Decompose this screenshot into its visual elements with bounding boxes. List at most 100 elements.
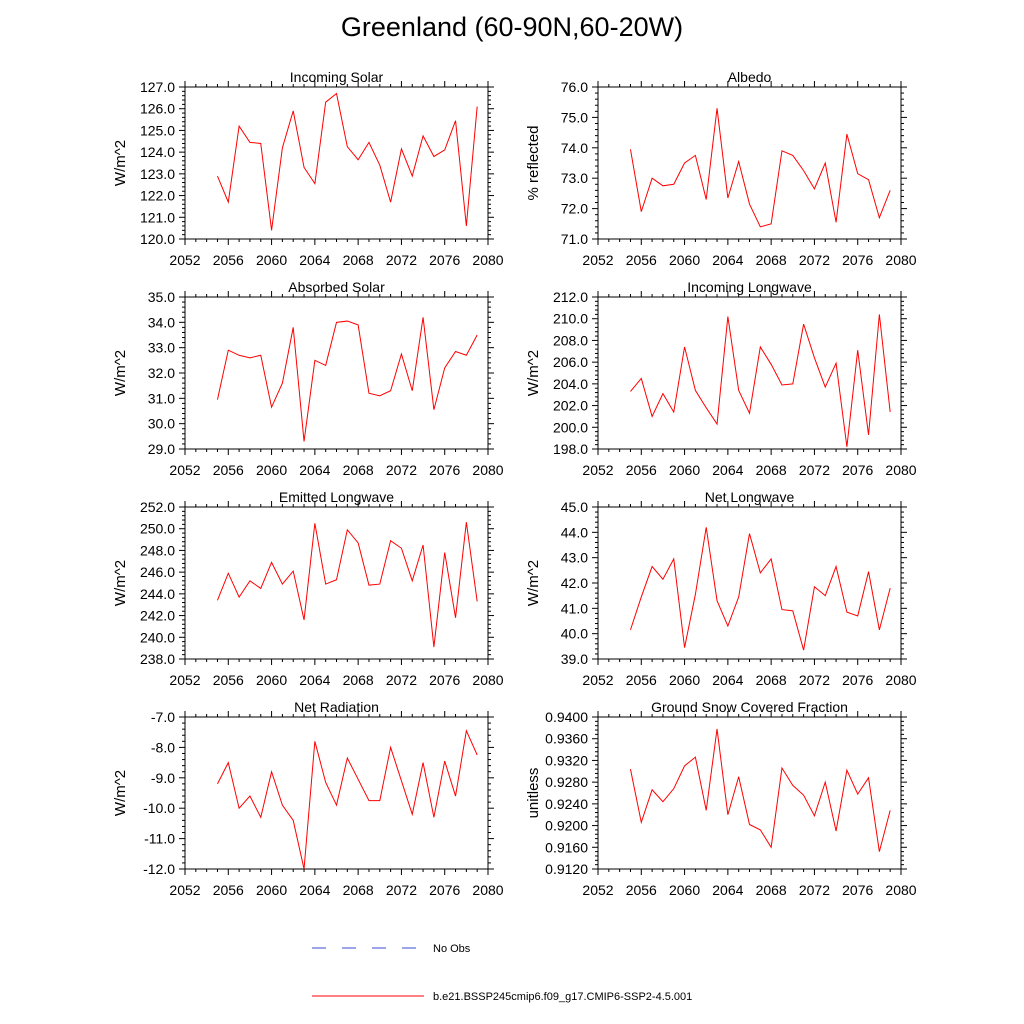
panel-title: Albedo [728, 69, 772, 85]
series-line [217, 728, 478, 870]
x-tick-label: 2056 [626, 462, 657, 478]
y-tick-label: 210.0 [553, 311, 588, 327]
y-tick-label: 40.0 [561, 626, 588, 642]
y-tick-label: 126.0 [140, 101, 175, 117]
y-tick-label: 124.0 [140, 144, 175, 160]
x-tick-label: 2072 [386, 252, 417, 268]
series-line [629, 527, 891, 651]
y-tick-label: 73.0 [561, 170, 588, 186]
x-tick-label: 2080 [472, 462, 503, 478]
y-tick-label: 0.9280 [545, 774, 588, 790]
y-tick-label: 0.9360 [545, 731, 588, 747]
plot-frame [597, 716, 902, 870]
y-tick-label: 246.0 [140, 564, 175, 580]
y-tick-label: -9.0 [151, 770, 175, 786]
y-tick-label: 240.0 [140, 629, 175, 645]
y-tick-label: 122.0 [140, 188, 175, 204]
y-tick-label: 238.0 [140, 651, 175, 667]
panel-title: Ground Snow Covered Fraction [651, 699, 848, 715]
series-line [629, 108, 891, 228]
x-tick-label: 2056 [213, 672, 244, 688]
x-tick-label: 2068 [343, 252, 374, 268]
x-tick-label: 2060 [669, 672, 700, 688]
y-tick-label: 208.0 [553, 332, 588, 348]
y-tick-label: 35.0 [148, 289, 175, 305]
panel-title: Incoming Longwave [687, 279, 812, 295]
y-tick-label: 0.9200 [545, 818, 588, 834]
y-tick-label: 45.0 [561, 499, 588, 515]
panel-title: Incoming Solar [290, 69, 384, 85]
x-tick-label: 2052 [582, 672, 613, 688]
x-tick-label: 2052 [582, 252, 613, 268]
y-tick-label: 125.0 [140, 122, 175, 138]
y-tick-label: 0.9160 [545, 839, 588, 855]
y-tick-label: 71.0 [561, 231, 588, 247]
x-tick-label: 2076 [842, 252, 873, 268]
x-tick-label: 2060 [256, 252, 287, 268]
plot-frame [184, 716, 489, 870]
panel-incoming-solar: Incoming Solar W/m^2 120.0 121.0 122.0 123.0 1… [112, 69, 504, 268]
y-tick-label: 76.0 [561, 79, 588, 95]
y-tick-label: -10.0 [143, 800, 175, 816]
y-axis-label: W/m^2 [112, 140, 129, 186]
series-line [629, 728, 891, 852]
y-tick-label: 43.0 [561, 550, 588, 566]
x-tick-label: 2080 [472, 672, 503, 688]
panel-albedo: Albedo % reflected 71.0 72.0 73.0 74.0 75.0 76.… [525, 69, 917, 268]
x-tick-label: 2080 [885, 882, 916, 898]
x-tick-label: 2068 [756, 672, 787, 688]
y-tick-label: 74.0 [561, 140, 588, 156]
y-axis-label: W/m^2 [112, 770, 129, 816]
x-tick-label: 2064 [712, 882, 743, 898]
x-tick-label: 2068 [343, 672, 374, 688]
plot-frame [184, 506, 489, 660]
y-tick-label: 41.0 [561, 600, 588, 616]
x-tick-label: 2076 [842, 882, 873, 898]
x-tick-label: 2056 [626, 882, 657, 898]
x-tick-label: 2056 [213, 882, 244, 898]
x-tick-label: 2060 [256, 882, 287, 898]
x-tick-label: 2064 [299, 672, 330, 688]
y-tick-label: 120.0 [140, 231, 175, 247]
y-tick-label: 198.0 [553, 441, 588, 457]
x-tick-label: 2064 [299, 462, 330, 478]
x-tick-label: 2052 [169, 252, 200, 268]
x-tick-label: 2072 [799, 882, 830, 898]
x-tick-label: 2068 [756, 462, 787, 478]
y-tick-label: 204.0 [553, 376, 588, 392]
plot-frame [184, 296, 489, 450]
y-tick-label: 250.0 [140, 521, 175, 537]
x-tick-label: 2076 [842, 672, 873, 688]
x-tick-label: 2056 [626, 672, 657, 688]
x-tick-label: 2060 [256, 462, 287, 478]
y-tick-label: 252.0 [140, 499, 175, 515]
panel-title: Net Radiation [294, 699, 379, 715]
x-tick-label: 2052 [169, 882, 200, 898]
figure-title: Greenland (60-90N,60-20W) [340, 12, 684, 42]
x-tick-label: 2080 [472, 882, 503, 898]
y-tick-label: 32.0 [148, 365, 175, 381]
y-tick-label: 0.9400 [545, 709, 588, 725]
x-tick-label: 2060 [669, 882, 700, 898]
plot-frame [184, 86, 489, 240]
y-tick-label: 30.0 [148, 416, 175, 432]
x-tick-label: 2072 [799, 252, 830, 268]
x-tick-label: 2052 [582, 462, 613, 478]
y-tick-label: 206.0 [553, 354, 588, 370]
y-tick-label: 248.0 [140, 542, 175, 558]
panel-title: Net Longwave [705, 489, 795, 505]
x-tick-label: 2072 [386, 462, 417, 478]
y-tick-label: 212.0 [553, 289, 588, 305]
x-tick-label: 2068 [756, 252, 787, 268]
x-tick-label: 2060 [256, 672, 287, 688]
y-tick-label: 39.0 [561, 651, 588, 667]
y-tick-label: -7.0 [151, 709, 175, 725]
panel-ground-snow-covered-fraction: Ground Snow Covered Fraction unitless 0.91… [525, 699, 917, 898]
x-tick-label: 2056 [626, 252, 657, 268]
y-axis-label: unitless [525, 768, 542, 819]
x-tick-label: 2064 [712, 252, 743, 268]
y-tick-label: 242.0 [140, 608, 175, 624]
series-line [216, 317, 478, 442]
